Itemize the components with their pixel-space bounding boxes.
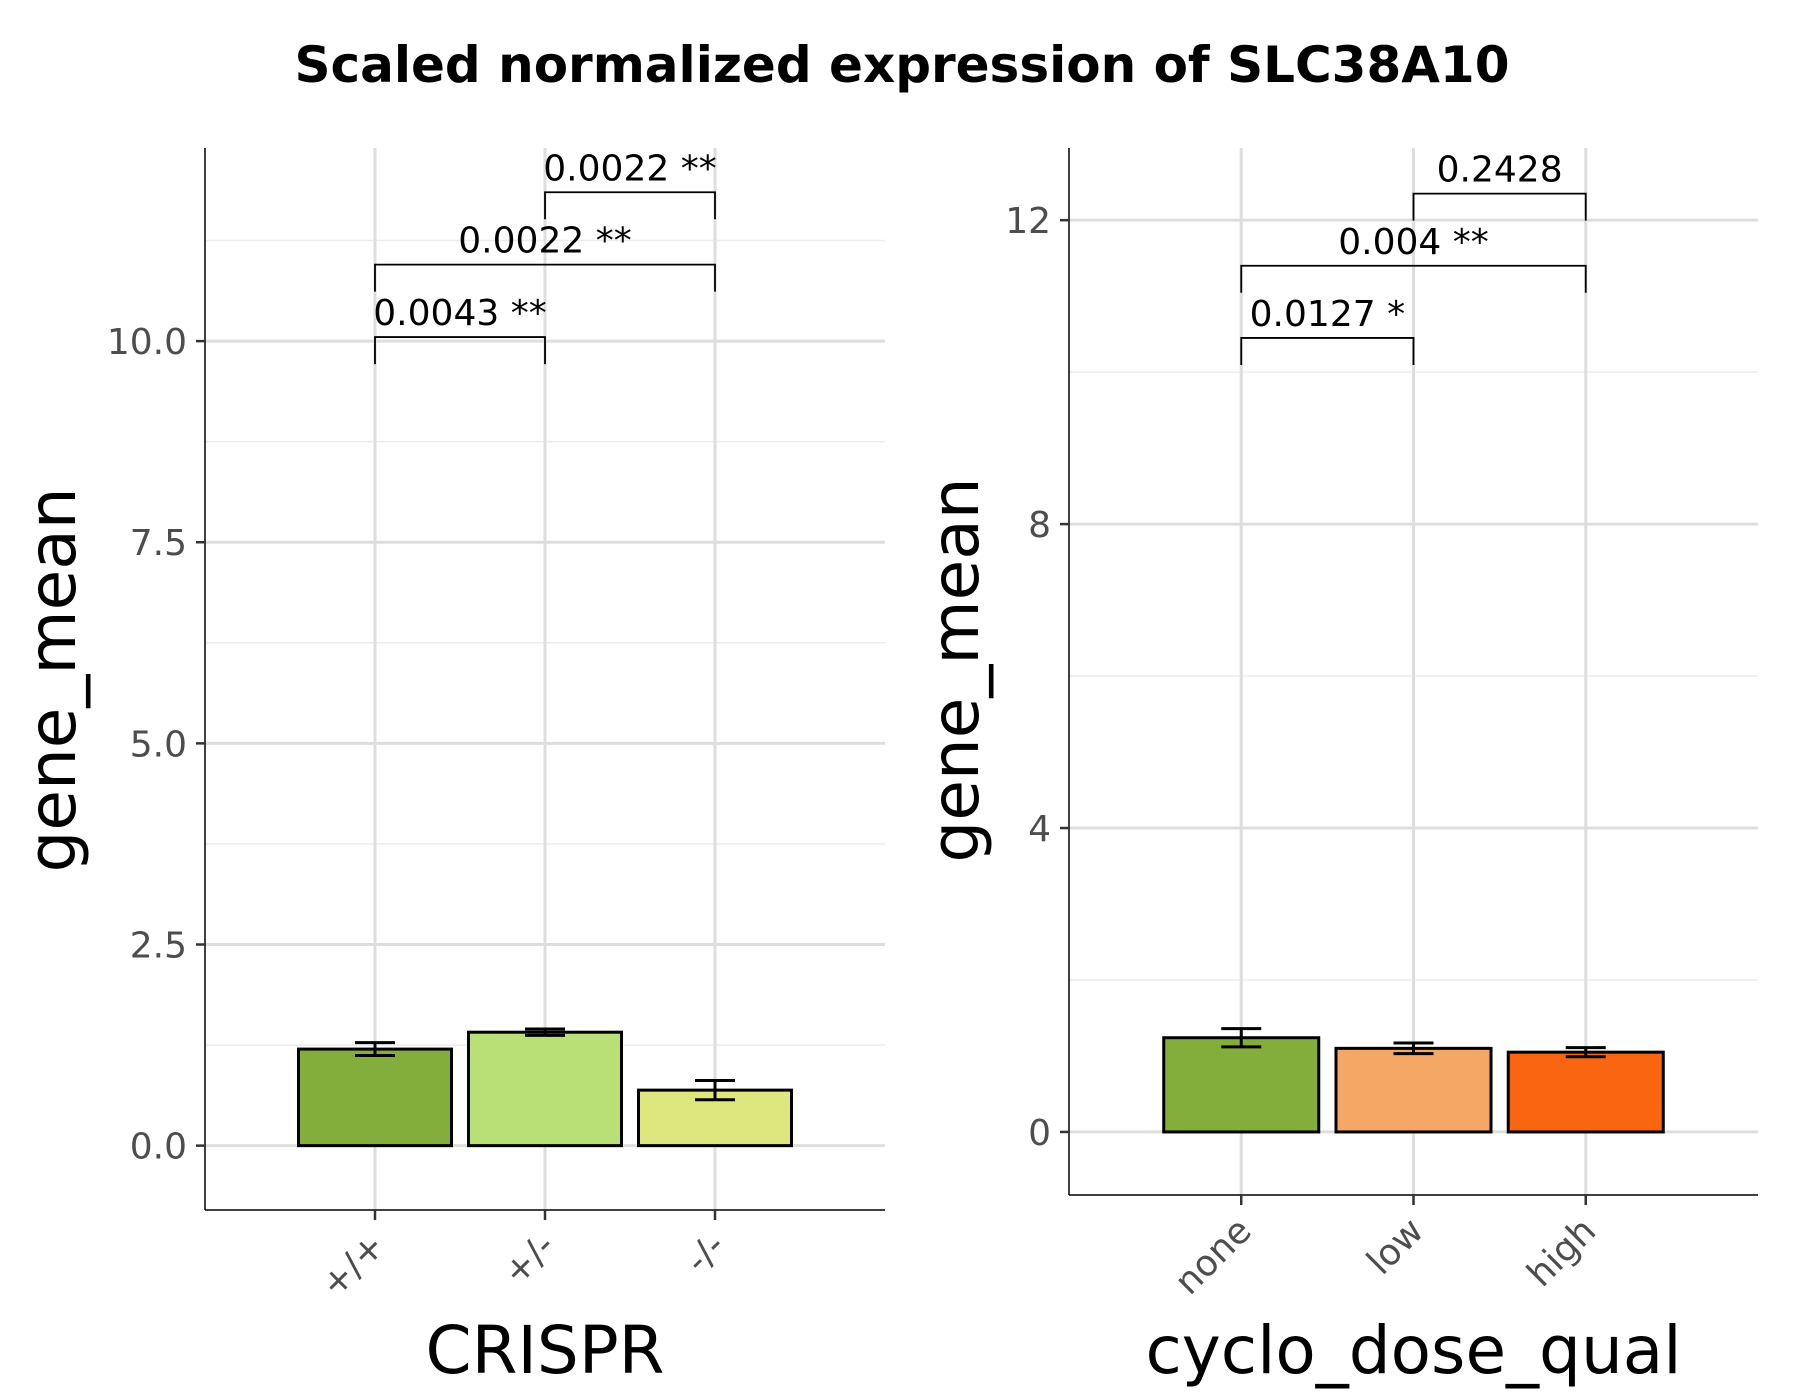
error-bar: [1565, 1046, 1606, 1059]
chart-title: Scaled normalized expression of SLC38A10: [294, 36, 1509, 94]
y-tick-label: 7.5: [130, 523, 187, 564]
x-tick-label: high: [1520, 1210, 1604, 1294]
error-bar: [1393, 1041, 1434, 1056]
y-tick-label: 0.0: [130, 1127, 187, 1168]
significance-bracket: [374, 263, 716, 292]
significance-bracket: [1240, 337, 1415, 365]
x-tick-label: -/-: [677, 1225, 733, 1281]
bar: [297, 1047, 453, 1148]
significance-bracket: [1240, 264, 1587, 293]
significance-label: 0.0022 **: [543, 148, 716, 189]
y-tick-label: 2.5: [130, 926, 187, 967]
significance-label: 0.0127 *: [1250, 294, 1405, 335]
y-tick-label: 5.0: [130, 724, 187, 765]
error-bar: [525, 1027, 565, 1037]
bar: [1334, 1046, 1493, 1134]
significance-bracket: [544, 191, 716, 220]
significance-label: 0.2428: [1437, 150, 1563, 191]
significance-label: 0.004 **: [1338, 222, 1489, 263]
error-bar: [1221, 1027, 1262, 1049]
x-axis-title: CRISPR: [426, 1312, 665, 1389]
significance-bracket: [374, 336, 546, 365]
y-tick-label: 4: [1028, 809, 1051, 850]
y-tick-label: 10.0: [107, 322, 187, 363]
significance-label: 0.0043 **: [373, 293, 546, 334]
y-axis-title: gene_mean: [14, 487, 91, 872]
x-axis-title: cyclo_dose_qual: [1145, 1312, 1681, 1389]
y-tick-label: 8: [1028, 505, 1051, 546]
significance-bracket: [1412, 192, 1587, 221]
y-tick-label: 12: [1005, 201, 1051, 242]
error-bar: [355, 1041, 395, 1058]
panel-cyclo-dose: 0 4 8 12 none low high 0.0127 * 0.004 ** 0.2428 cy…: [917, 148, 1758, 1389]
bar: [1162, 1036, 1321, 1134]
error-bar: [695, 1078, 735, 1102]
x-tick-label: none: [1167, 1210, 1259, 1302]
y-axis-title: gene_mean: [917, 477, 994, 862]
significance-label: 0.0022 **: [458, 221, 631, 262]
x-tick-label: +/+: [313, 1225, 393, 1305]
x-tick-label: +/-: [495, 1225, 563, 1293]
bar: [467, 1030, 623, 1148]
bar: [1506, 1050, 1665, 1134]
y-tick-label: 0: [1028, 1113, 1051, 1154]
x-tick-label: low: [1359, 1210, 1431, 1282]
panel-crispr: 0.0 2.5 5.0 7.5 10.0 +/+ +/- -/- 0.0043 ** 0.0022…: [14, 148, 885, 1389]
